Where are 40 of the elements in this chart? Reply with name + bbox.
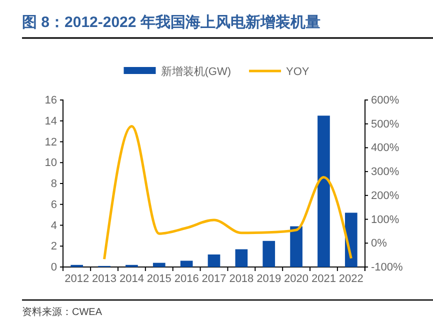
x-tick-label: 2013 <box>92 272 117 285</box>
y2-tick-label: 500% <box>371 118 400 130</box>
bar <box>318 116 330 267</box>
y2-tick-label: 100% <box>371 214 400 226</box>
y-tick-label: 8 <box>50 178 57 190</box>
bar <box>208 254 220 267</box>
x-tick-label: 2021 <box>311 272 336 285</box>
y-tick-label: 2 <box>50 240 57 253</box>
text: 资料来源：CWEA <box>22 306 102 318</box>
x-tick-label: 2017 <box>202 272 226 285</box>
bar <box>235 249 248 267</box>
chart-title: 图 8：2012-2022 年我国海上风电新增装机量 <box>22 13 320 31</box>
bar <box>262 240 276 267</box>
y-tick-label: 10 <box>44 157 57 170</box>
legend-label: 新增装机(GW) <box>160 65 232 78</box>
x-tick-label: 2012 <box>64 272 90 285</box>
y2-tick-label: 300% <box>371 166 400 178</box>
x-tick-label: 2014 <box>119 272 144 285</box>
line-series <box>103 124 352 260</box>
x-tick-label: 2018 <box>229 272 254 285</box>
x-tick-label: 2015 <box>146 272 172 285</box>
y2-tick-label: 600% <box>371 94 400 107</box>
y2-tick-label: -100% <box>371 262 404 274</box>
y2-tick-label: 0% <box>371 238 388 250</box>
y-tick-label: 6 <box>50 198 57 211</box>
y-tick-label: 12 <box>44 136 57 148</box>
bar <box>152 262 166 267</box>
y-tick-label: 0 <box>50 262 57 274</box>
x-tick-label: 2016 <box>174 272 199 285</box>
legend-label: YOY <box>286 66 310 78</box>
y-tick-label: 4 <box>50 220 57 232</box>
y2-tick-label: 400% <box>371 142 400 154</box>
x-tick-label: 2020 <box>284 272 309 285</box>
y2-tick-label: 200% <box>371 190 400 202</box>
bar <box>180 260 193 267</box>
x-tick-label: 2022 <box>338 272 364 285</box>
y-tick-label: 16 <box>44 94 57 107</box>
bar <box>290 226 302 267</box>
x-tick-label: 2019 <box>256 272 282 285</box>
y-tick-label: 14 <box>44 115 57 128</box>
